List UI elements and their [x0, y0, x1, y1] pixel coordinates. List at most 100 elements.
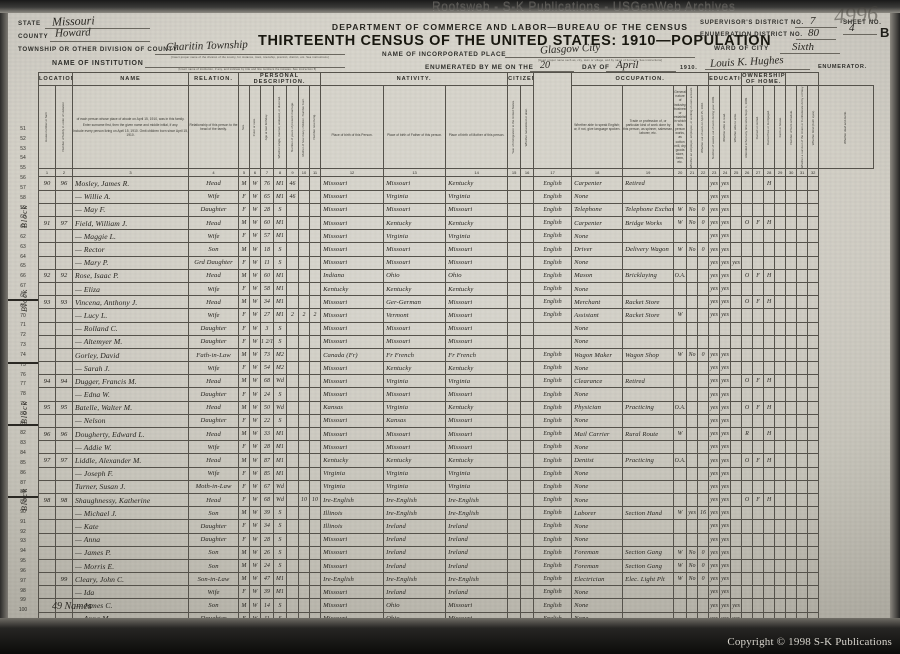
cell-age: 47 — [264, 576, 271, 583]
cell-wrap-farm — [774, 506, 787, 521]
cell-wrap-father: Missouri — [383, 334, 447, 349]
cell-lang: English — [543, 220, 562, 227]
cell-wrap-weeks — [697, 176, 710, 191]
cell-wrap-emp — [673, 479, 688, 494]
cell-wrap-sex: M — [238, 347, 251, 363]
cell-wrap-age: 60 — [260, 216, 275, 231]
cell-wrap-nat — [520, 281, 535, 297]
cell-house: 93 — [43, 298, 51, 306]
cell-trade: Foreman — [574, 549, 599, 557]
cell-age: 54 — [264, 365, 271, 372]
cell-trade: None — [574, 325, 589, 333]
cell-wrap-ch_liv — [309, 268, 322, 283]
cell-wrap-blind — [796, 229, 809, 244]
enumerator-value: Louis K. Hughes — [709, 54, 784, 70]
cell-wrap-civil — [785, 374, 798, 389]
cell-wrap-civil — [785, 519, 798, 534]
state-rule — [45, 28, 150, 29]
cell-wrap-birth: Missouri — [320, 374, 385, 389]
township-caption: [Insert proper name of the division of t… — [171, 56, 329, 59]
cell-industry: Elec. Light Plt — [625, 575, 665, 583]
cell-wrap-write: yes — [719, 387, 732, 402]
cell-wrap-family: 92 — [54, 268, 74, 283]
cell-wrap-own — [741, 572, 754, 587]
cell-fh: H — [766, 457, 772, 464]
cell-wrap-relation: Son — [188, 598, 240, 613]
cell-sex: F — [242, 470, 246, 477]
cell-wrap-trade: Foreman — [571, 545, 624, 560]
cell-wrap-farm — [774, 492, 787, 508]
cell-wrap-fm — [752, 598, 765, 613]
cell-wrap-weeks — [697, 374, 710, 389]
cell-wrap-emp: W — [673, 506, 688, 521]
cell-read: yes — [710, 510, 718, 517]
cell-wrap-fh — [763, 387, 776, 402]
enum-month-rule — [606, 71, 676, 72]
cell-wrap-farm — [774, 572, 787, 587]
column-number-3: 3 — [72, 168, 190, 178]
cell-wrap-ch_born — [298, 545, 311, 560]
line-number-99: 99 — [20, 597, 26, 604]
cell-wrap-family — [54, 281, 74, 297]
cell-wrap-farm — [774, 321, 787, 336]
cell-name: Shaughnessy, Katherine — [75, 495, 151, 505]
cell-own: O — [744, 497, 750, 504]
cell-name: — Edna W. — [75, 390, 111, 400]
cell-relation: Daughter — [200, 338, 227, 346]
cell-sex: M — [241, 563, 247, 570]
cell-write: yes — [721, 510, 729, 517]
column-number-19: 19 — [622, 168, 675, 178]
cell-wrap-weeks: 0 — [697, 572, 710, 587]
cell-marital: S — [278, 259, 282, 266]
table-row: Gorley, David Fath-in-Law M W 73 M2 Canada (Fr… — [38, 347, 874, 363]
cell-wrap-weeks: 0 — [697, 202, 710, 218]
cell-wrap-fm — [752, 413, 765, 429]
cell-lang: English — [543, 404, 562, 411]
cell-wrap-blind — [796, 492, 809, 508]
cell-sex: F — [242, 286, 246, 293]
line-number-77: 77 — [20, 381, 26, 388]
cell-color: W — [252, 576, 258, 583]
cell-relation: Wife — [207, 193, 220, 201]
cell-wrap-fh — [763, 519, 776, 534]
cell-wrap-imm — [507, 479, 522, 494]
cell-father: Missouri — [386, 259, 411, 267]
cell-wrap-trade: Assistant — [571, 308, 624, 323]
cell-wrap-yrs — [286, 361, 300, 376]
cell-wrap-ch_born — [298, 453, 311, 468]
cell-wrap-civil — [785, 268, 798, 283]
cell-wrap-age: 68 — [260, 374, 275, 389]
cell-wrap-civil — [785, 387, 798, 402]
cell-father: Kansas — [386, 417, 407, 425]
cell-birth: Missouri — [323, 219, 348, 227]
cell-wrap-school — [730, 466, 743, 481]
cell-fh: H — [766, 431, 772, 438]
cell-wrap-blind — [796, 466, 809, 481]
cell-color: W — [252, 431, 258, 438]
cell-wrap-house — [38, 506, 56, 521]
line-number-76: 76 — [20, 371, 26, 378]
cell-wrap-industry — [622, 229, 675, 244]
cell-wrap-nat — [520, 440, 535, 455]
cell-wrap-fm — [752, 347, 765, 363]
table-row: — Lucy L. Wife F W 27 M1 2 2 2 Missouri Vermont Mis… — [38, 308, 874, 323]
cell-read: yes — [710, 497, 718, 504]
cell-wrap-oow — [686, 519, 699, 534]
cell-fh: H — [766, 299, 772, 306]
cell-wrap-farm — [774, 427, 787, 442]
census-title: THIRTEENTH CENSUS OF THE UNITED STATES: … — [258, 33, 772, 49]
col-caption-blind: Whether blind (both eyes). — [807, 84, 820, 170]
cell-wrap-sex: M — [238, 295, 251, 310]
cell-relation: Son — [208, 562, 219, 570]
cell-wrap-farm — [774, 532, 787, 547]
cell-wrap-yrs — [286, 572, 300, 587]
cell-wrap-oow — [686, 321, 699, 336]
column-number-15: 15 — [507, 168, 522, 178]
cell-write: yes — [721, 259, 729, 266]
column-number-2: 2 — [54, 168, 74, 178]
cell-wrap-write: yes — [719, 268, 732, 283]
cell-wrap-age: 39 — [260, 506, 275, 521]
cell-wrap-sex: F — [238, 387, 251, 402]
cell-wrap-name: — Joseph F. — [72, 466, 190, 481]
